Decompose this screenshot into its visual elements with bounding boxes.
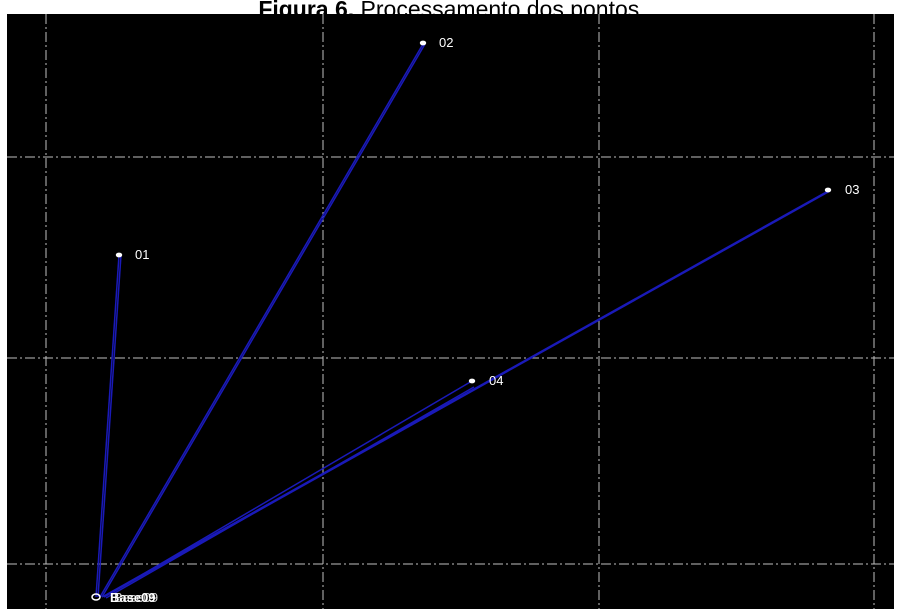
line-base-to-02-b <box>101 43 426 598</box>
line-base-to-01 <box>95 254 120 598</box>
point-marker-04 <box>468 378 476 384</box>
point-label-04: 04 <box>489 373 503 388</box>
figure-caption-prefix: Figura 6. <box>258 0 355 18</box>
line-base-to-04 <box>103 380 473 598</box>
base-point-marker <box>91 593 101 601</box>
line-base-to-04-b <box>105 386 475 599</box>
point-marker-01 <box>115 252 123 258</box>
base-point-label: Base09 <box>110 590 156 605</box>
line-base-to-01-b <box>97 254 122 598</box>
figure-caption: Figura 6. Processamento dos pontos. <box>0 0 904 18</box>
line-base-to-03 <box>101 190 829 598</box>
connection-lines <box>95 43 831 599</box>
figure-caption-text: Processamento dos pontos. <box>354 0 646 18</box>
survey-points: 01 02 03 04 Base09 Base09 <box>91 35 859 605</box>
point-marker-02 <box>419 40 427 46</box>
point-label-03: 03 <box>845 182 859 197</box>
base-point-label-overlap: Base09 <box>114 590 158 605</box>
point-label-02: 02 <box>439 35 453 50</box>
point-label-01: 01 <box>135 247 149 262</box>
line-base-to-02 <box>99 43 424 598</box>
grid <box>7 14 894 609</box>
point-marker-03 <box>824 187 832 193</box>
survey-plot: 01 02 03 04 Base09 Base09 <box>7 14 894 609</box>
survey-canvas: 01 02 03 04 Base09 Base09 <box>7 14 894 609</box>
